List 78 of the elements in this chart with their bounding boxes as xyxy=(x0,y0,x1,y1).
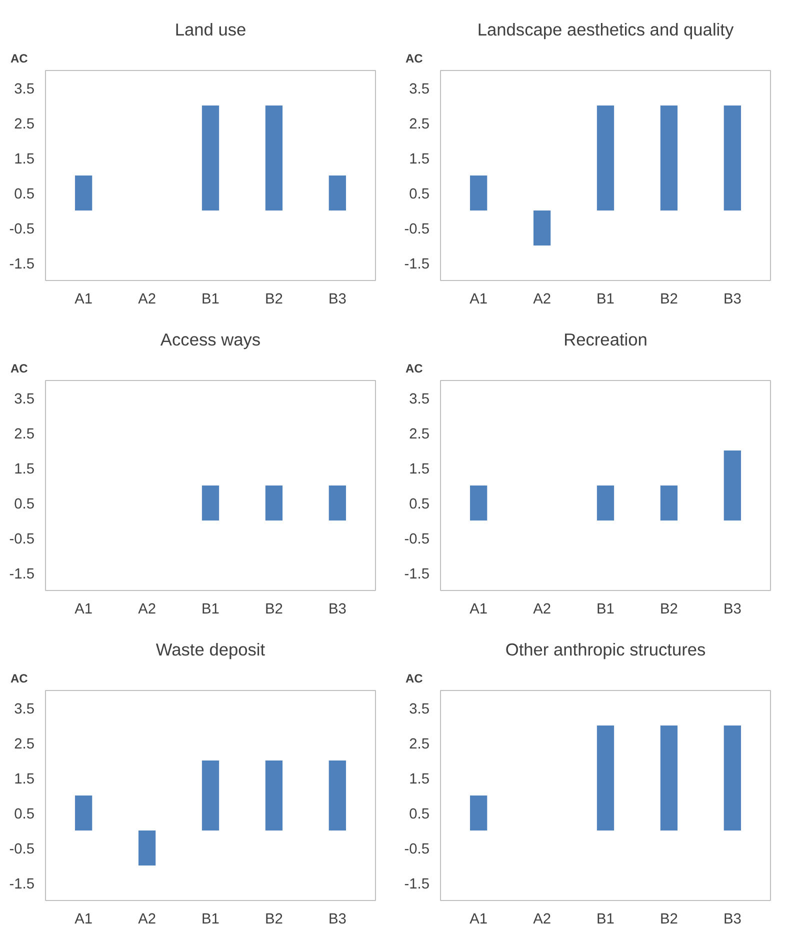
x-tick-label: A1 xyxy=(470,912,488,928)
y-tick-label: -0.5 xyxy=(404,842,430,858)
y-tick-label: 2.5 xyxy=(14,116,34,132)
x-tick-label: B3 xyxy=(723,292,742,308)
x-tick-label: B1 xyxy=(596,602,614,618)
y-tick-label: 0.5 xyxy=(14,186,34,202)
y-tick-label: 1.5 xyxy=(409,462,430,478)
y-axis-title: AC xyxy=(406,672,424,686)
chart-title: Other anthropic structures xyxy=(505,640,706,660)
y-tick-label: 1.5 xyxy=(409,772,430,788)
y-axis-title: AC xyxy=(406,52,424,66)
y-tick-label: -1.5 xyxy=(9,566,35,582)
y-tick-label: -0.5 xyxy=(404,532,430,548)
y-tick-label: 3.5 xyxy=(14,702,34,718)
y-tick-label: 2.5 xyxy=(409,736,430,752)
x-tick-label: B2 xyxy=(265,602,283,618)
x-tick-label: B1 xyxy=(202,292,220,308)
y-tick-label: 2.5 xyxy=(409,116,430,132)
y-axis-title: AC xyxy=(406,362,424,376)
x-tick-label: B3 xyxy=(328,912,346,928)
y-tick-label: 3.5 xyxy=(409,702,430,718)
x-tick-label: A1 xyxy=(74,912,93,928)
x-tick-label: B3 xyxy=(723,912,742,928)
y-tick-label: -1.5 xyxy=(404,566,430,582)
x-tick-label: B3 xyxy=(723,602,742,618)
y-tick-label: -0.5 xyxy=(9,222,35,238)
x-tick-label: A2 xyxy=(138,602,156,618)
y-tick-label: 3.5 xyxy=(409,392,430,408)
x-tick-label: B2 xyxy=(265,292,283,308)
y-axis-title: AC xyxy=(10,672,28,686)
x-tick-label: A2 xyxy=(533,292,552,308)
y-tick-label: 2.5 xyxy=(14,736,34,752)
y-tick-label: -0.5 xyxy=(404,222,430,238)
x-tick-label: A2 xyxy=(533,602,552,618)
x-tick-label: B1 xyxy=(596,292,614,308)
y-tick-label: 1.5 xyxy=(14,462,34,478)
x-tick-label: A2 xyxy=(533,912,552,928)
x-tick-label: A2 xyxy=(138,912,156,928)
y-tick-label: 1.5 xyxy=(14,152,34,168)
y-tick-label: 3.5 xyxy=(14,82,34,98)
y-tick-label: 2.5 xyxy=(409,426,430,442)
x-tick-label: A1 xyxy=(470,602,488,618)
x-tick-label: A1 xyxy=(470,292,488,308)
y-tick-label: 3.5 xyxy=(409,82,430,98)
x-tick-label: B1 xyxy=(596,912,614,928)
x-tick-label: B1 xyxy=(202,912,220,928)
x-tick-label: A2 xyxy=(138,292,156,308)
x-tick-label: B3 xyxy=(328,602,346,618)
chart-title: Land use xyxy=(174,20,246,40)
x-tick-label: B2 xyxy=(660,292,678,308)
y-tick-label: -1.5 xyxy=(9,876,35,892)
y-tick-label: -0.5 xyxy=(9,842,35,858)
chart-title: Access ways xyxy=(160,330,261,350)
chart-title: Waste deposit xyxy=(156,640,266,660)
chart-title: Landscape aesthetics and quality xyxy=(477,20,734,40)
y-tick-label: 3.5 xyxy=(14,392,34,408)
y-tick-label: 0.5 xyxy=(409,496,430,512)
y-tick-label: 0.5 xyxy=(409,806,430,822)
y-tick-label: -1.5 xyxy=(404,256,430,272)
x-tick-label: B2 xyxy=(660,912,678,928)
y-tick-label: -0.5 xyxy=(9,532,35,548)
y-tick-label: 0.5 xyxy=(409,186,430,202)
y-axis-title: AC xyxy=(10,52,28,66)
y-tick-label: 2.5 xyxy=(14,426,34,442)
y-tick-label: -1.5 xyxy=(9,256,35,272)
x-tick-label: B1 xyxy=(202,602,220,618)
x-tick-label: A1 xyxy=(74,602,93,618)
x-tick-label: B2 xyxy=(660,602,678,618)
x-tick-label: A1 xyxy=(74,292,93,308)
chart-title: Recreation xyxy=(564,330,648,350)
x-tick-label: B3 xyxy=(328,292,346,308)
y-tick-label: 1.5 xyxy=(409,152,430,168)
y-axis-title: AC xyxy=(10,362,28,376)
y-tick-label: 0.5 xyxy=(14,496,34,512)
y-tick-label: 0.5 xyxy=(14,806,34,822)
x-tick-label: B2 xyxy=(265,912,283,928)
y-tick-label: 1.5 xyxy=(14,772,34,788)
y-tick-label: -1.5 xyxy=(404,876,430,892)
